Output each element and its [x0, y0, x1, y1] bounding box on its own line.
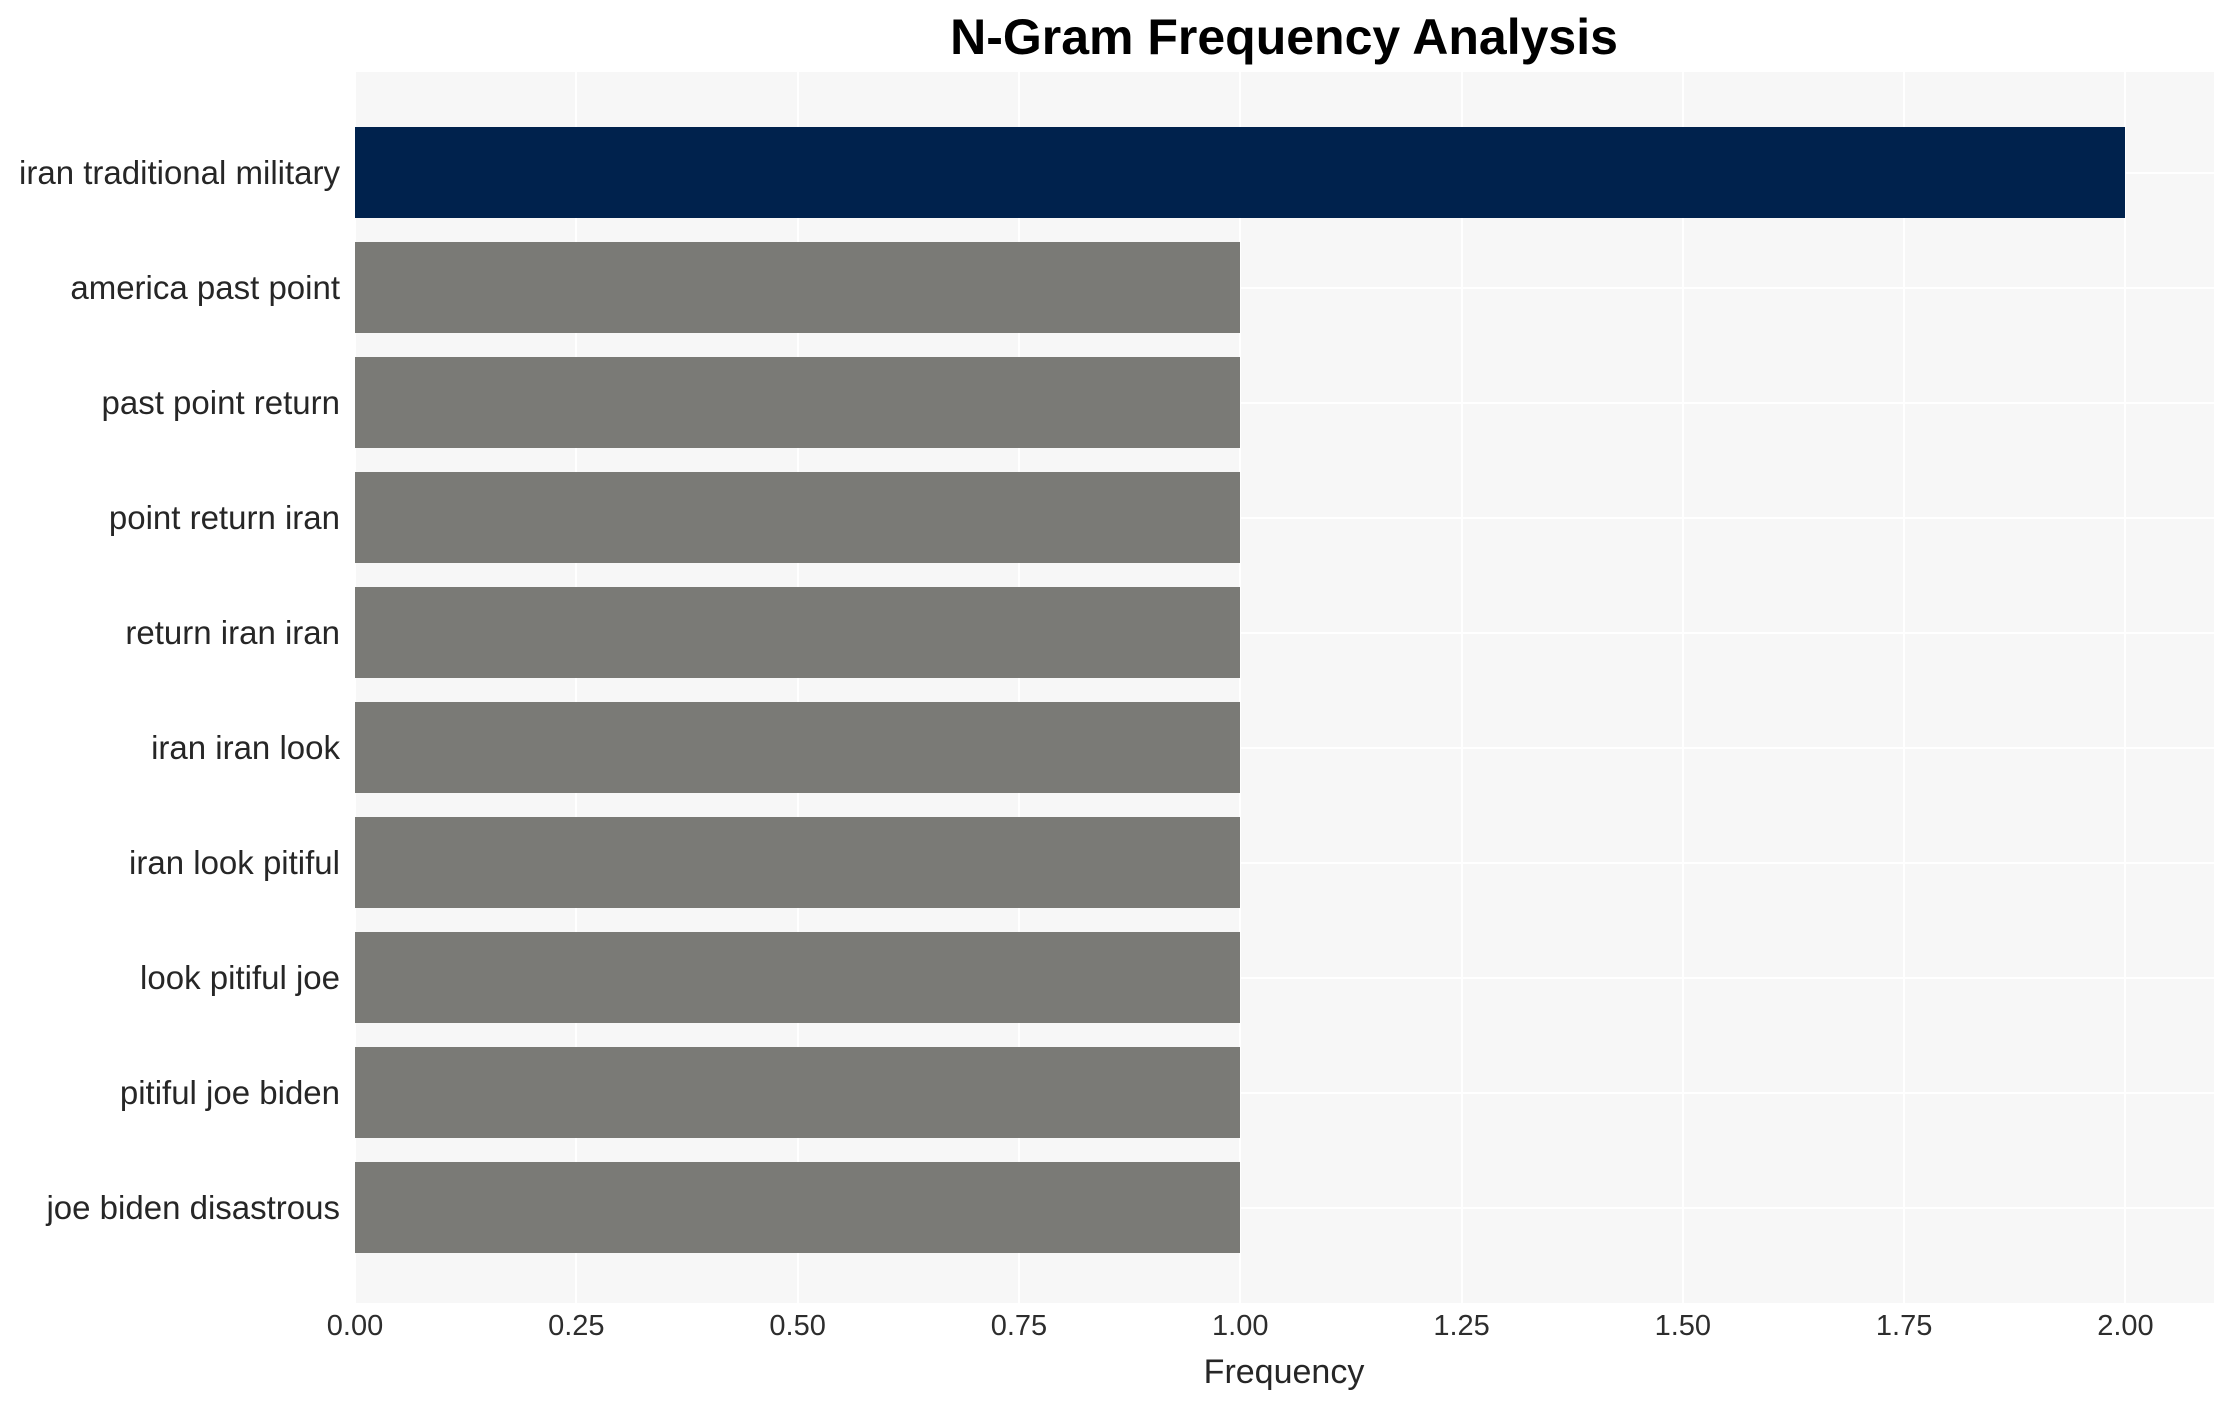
bar-look-pitiful-joe — [355, 932, 1241, 1023]
x-tick-label: 2.00 — [2097, 1310, 2154, 1342]
y-tick-label: look pitiful joe — [140, 958, 340, 996]
y-tick-label: past point return — [101, 383, 340, 421]
bar-pitiful-joe-biden — [355, 1047, 1241, 1138]
vertical-gridline — [1239, 72, 1242, 1303]
horizontal-gridline — [355, 861, 2214, 864]
y-tick-label: pitiful joe biden — [119, 1073, 340, 1111]
y-tick-label: joe biden disastrous — [46, 1188, 340, 1226]
horizontal-gridline — [355, 746, 2214, 749]
vertical-gridline — [1903, 72, 1906, 1303]
y-tick-label: return iran iran — [125, 613, 340, 651]
y-tick-label: iran traditional military — [19, 153, 340, 191]
horizontal-gridline — [355, 516, 2214, 519]
vertical-gridline — [1017, 72, 1020, 1303]
y-tick-label: point return iran — [108, 498, 340, 536]
vertical-gridline — [575, 72, 578, 1303]
vertical-gridline — [1681, 72, 1684, 1303]
bar-iran-look-pitiful — [355, 817, 1241, 908]
y-tick-label: america past point — [70, 268, 340, 306]
x-axis-label: Frequency — [1203, 1353, 1365, 1391]
horizontal-gridline — [355, 286, 2214, 289]
vertical-gridline — [2124, 72, 2127, 1303]
x-tick-label: 1.75 — [1875, 1310, 1933, 1342]
bar-america-past-point — [355, 242, 1241, 333]
x-tick-label: 0.50 — [769, 1310, 826, 1342]
bar-past-point-return — [355, 357, 1241, 448]
vertical-gridline — [796, 72, 799, 1303]
bar-iran-traditional-military — [355, 127, 2126, 218]
x-tick-label: 1.50 — [1654, 1310, 1712, 1342]
bar-return-iran-iran — [355, 587, 1241, 678]
horizontal-gridline — [355, 1206, 2214, 1209]
x-tick-label: 0.75 — [990, 1310, 1048, 1342]
vertical-gridline — [1460, 72, 1463, 1303]
horizontal-gridline — [355, 976, 2214, 979]
horizontal-gridline — [355, 401, 2214, 404]
bar-iran-iran-look — [355, 702, 1241, 793]
bar-point-return-iran — [355, 472, 1241, 563]
x-tick-label: 1.25 — [1433, 1310, 1490, 1342]
x-tick-label: 0.00 — [326, 1310, 384, 1342]
vertical-gridline — [354, 72, 356, 1303]
horizontal-gridline — [355, 1091, 2214, 1094]
x-tick-label: 0.25 — [548, 1310, 605, 1342]
horizontal-gridline — [355, 631, 2214, 634]
x-tick-label: 1.00 — [1212, 1310, 1269, 1342]
chart-title: N-Gram Frequency Analysis — [950, 9, 1618, 65]
plot-area — [354, 72, 2214, 1303]
y-tick-label: iran look pitiful — [129, 843, 340, 881]
bar-joe-biden-disastrous — [355, 1162, 1241, 1253]
y-tick-label: iran iran look — [151, 728, 340, 766]
